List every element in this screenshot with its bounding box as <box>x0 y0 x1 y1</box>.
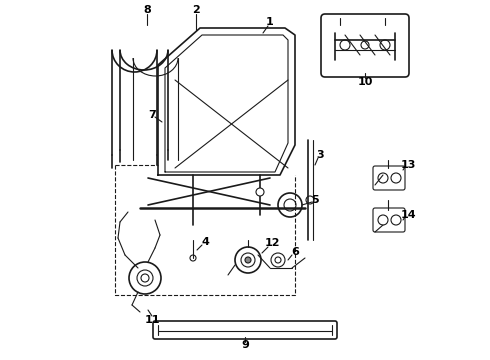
Text: 2: 2 <box>192 5 200 15</box>
Text: 14: 14 <box>400 210 416 220</box>
Text: 7: 7 <box>148 110 156 120</box>
Text: 1: 1 <box>266 17 274 27</box>
Text: 5: 5 <box>311 195 319 205</box>
Circle shape <box>256 188 264 196</box>
Text: 4: 4 <box>201 237 209 247</box>
Text: 11: 11 <box>144 315 160 325</box>
Text: 12: 12 <box>264 238 280 248</box>
Text: 8: 8 <box>143 5 151 15</box>
Circle shape <box>245 257 251 263</box>
Text: 6: 6 <box>291 247 299 257</box>
Text: 9: 9 <box>241 340 249 350</box>
Text: 10: 10 <box>357 77 373 87</box>
Text: 3: 3 <box>316 150 324 160</box>
Text: 13: 13 <box>400 160 416 170</box>
FancyBboxPatch shape <box>321 14 409 77</box>
Circle shape <box>141 274 149 282</box>
